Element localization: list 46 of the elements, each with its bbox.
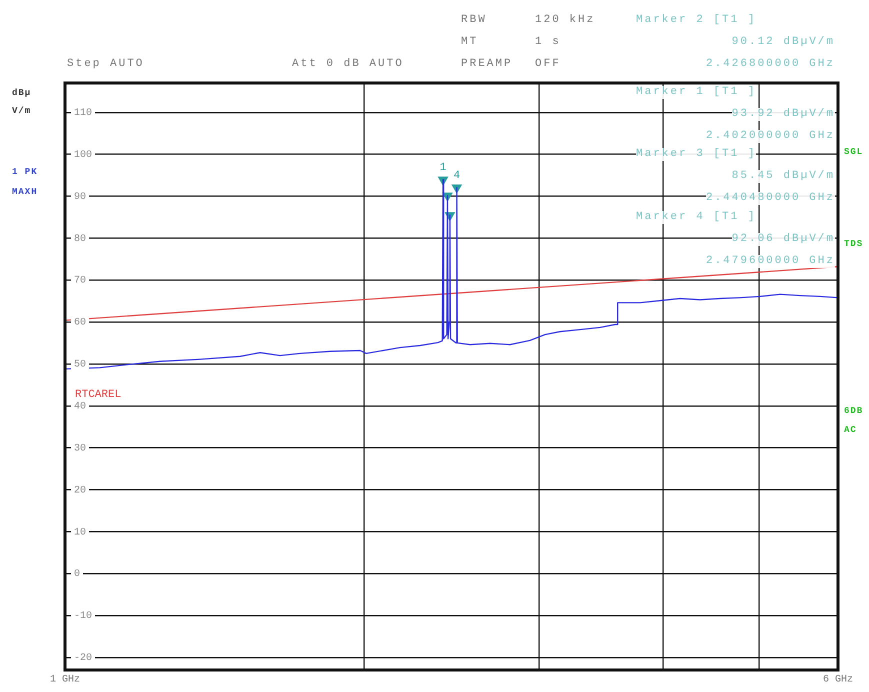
text: Step AUTO [67, 58, 144, 71]
annotation: 2.402000000 GHz [706, 130, 835, 143]
annotation: 92.06 dBµV/m [732, 233, 835, 246]
y-tick-label: 90 [74, 192, 86, 203]
text: 120 kHz [535, 14, 596, 27]
text: PREAMP [461, 58, 513, 71]
text: 6DB [844, 405, 864, 418]
y-tick-label: 0 [74, 569, 80, 580]
text: Att 0 dB AUTO [292, 58, 404, 71]
text: OFF [535, 58, 561, 71]
annotation: Marker 4 [T1 ] [636, 211, 756, 224]
y-tick-label: 20 [74, 485, 86, 496]
text: AC [844, 424, 857, 437]
text: MT [461, 36, 478, 49]
y-tick-label: 10 [74, 527, 86, 538]
y-tick-label: 60 [74, 318, 86, 329]
annotation: 85.45 dBµV/m [732, 170, 835, 183]
y-axis-title: dBµV/m [12, 87, 32, 118]
y-tick-label: -10 [74, 611, 92, 622]
y-tick-label: 30 [74, 443, 86, 454]
y-tick-label: 40 [74, 401, 86, 412]
y-tick-label: 50 [74, 360, 86, 371]
annotation: Marker 3 [T1 ] [636, 148, 756, 161]
y-tick-label: -20 [74, 653, 92, 664]
text: RBW [461, 14, 487, 27]
text: 1 s [535, 36, 561, 49]
text: SGL [844, 146, 864, 159]
text: MAXH [12, 186, 38, 199]
x-tick-label: 6 GHz [822, 674, 854, 686]
text: Marker 2 [T1 ] [636, 14, 756, 27]
text: 1 PK [12, 166, 38, 179]
annotation: Marker 1 [T1 ] [636, 86, 756, 99]
annotation: 4 [453, 170, 460, 182]
text: 90.12 dBµV/m [732, 36, 835, 49]
annotation: 93.92 dBµV/m [732, 108, 835, 121]
annotation: 2.479600000 GHz [706, 255, 835, 268]
text: 2.426800000 GHz [706, 58, 835, 71]
text: TDS [844, 238, 864, 251]
y-tick-label: 80 [74, 234, 86, 245]
annotation: 1 [440, 162, 447, 174]
y-tick-label: 70 [74, 276, 86, 287]
y-tick-label: 110 [74, 108, 92, 119]
y-tick-label: 100 [74, 150, 92, 161]
x-tick-label: 1 GHz [50, 674, 80, 686]
annotation: 2.440480000 GHz [706, 192, 835, 205]
text: RTCAREL [75, 389, 122, 402]
